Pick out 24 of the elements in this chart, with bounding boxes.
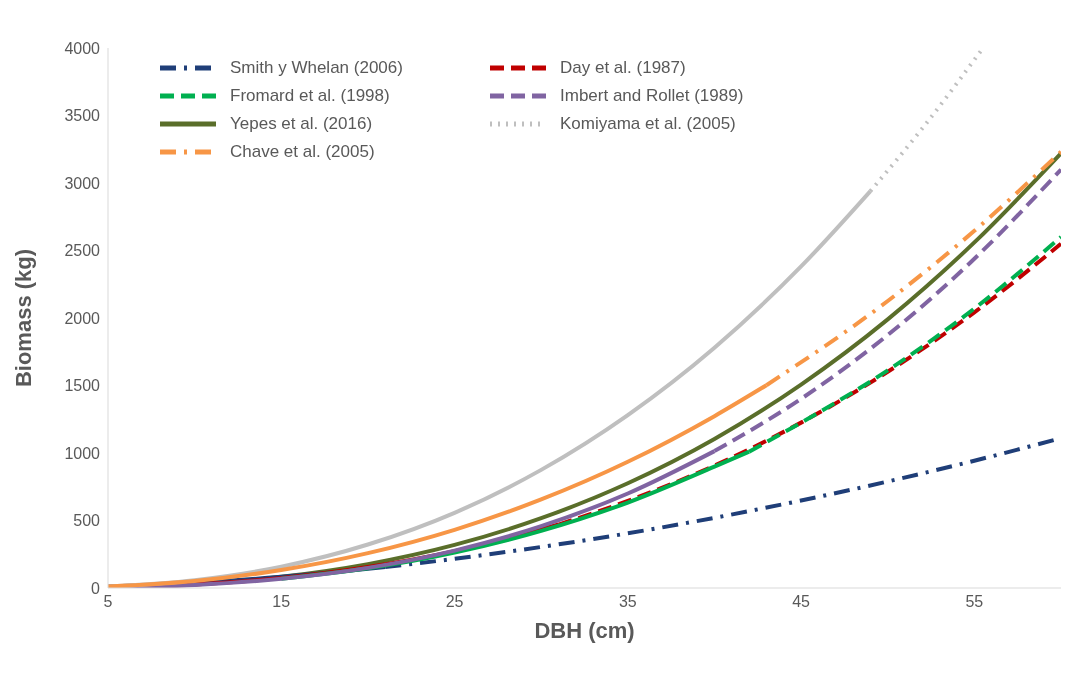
y-tick-label: 4000 bbox=[64, 39, 101, 57]
y-axis-title: Biomass (kg) bbox=[10, 248, 36, 388]
legend-label: Day et al. (1987) bbox=[560, 58, 686, 78]
x-tick-label: 45 bbox=[792, 593, 811, 611]
x-tick-label: 5 bbox=[103, 593, 113, 611]
legend-label: Chave et al. (2005) bbox=[230, 142, 375, 162]
y-tick-label: 1500 bbox=[64, 377, 101, 395]
y-tick-label: 3500 bbox=[64, 107, 101, 125]
legend-label: Fromard et al. (1998) bbox=[230, 86, 390, 106]
x-tick-label: 55 bbox=[965, 593, 984, 611]
y-tick-label: 500 bbox=[73, 512, 101, 530]
y-tick-label: 0 bbox=[91, 579, 101, 597]
legend-label: Komiyama et al. (2005) bbox=[560, 114, 736, 134]
x-tick-label: 25 bbox=[445, 593, 464, 611]
x-tick-label: 15 bbox=[272, 593, 291, 611]
legend-label: Yepes et al. (2016) bbox=[230, 114, 373, 134]
legend-label: Imbert and Rollet (1989) bbox=[560, 86, 744, 106]
y-tick-label: 1000 bbox=[64, 444, 101, 462]
x-tick-label: 35 bbox=[618, 593, 637, 611]
legend-label: Smith y Whelan (2006) bbox=[230, 58, 403, 78]
y-tick-label: 2500 bbox=[64, 242, 101, 260]
x-axis-title: DBH (cm) bbox=[534, 618, 635, 643]
y-tick-label: 3000 bbox=[64, 174, 101, 192]
y-tick-label: 2000 bbox=[64, 309, 101, 327]
